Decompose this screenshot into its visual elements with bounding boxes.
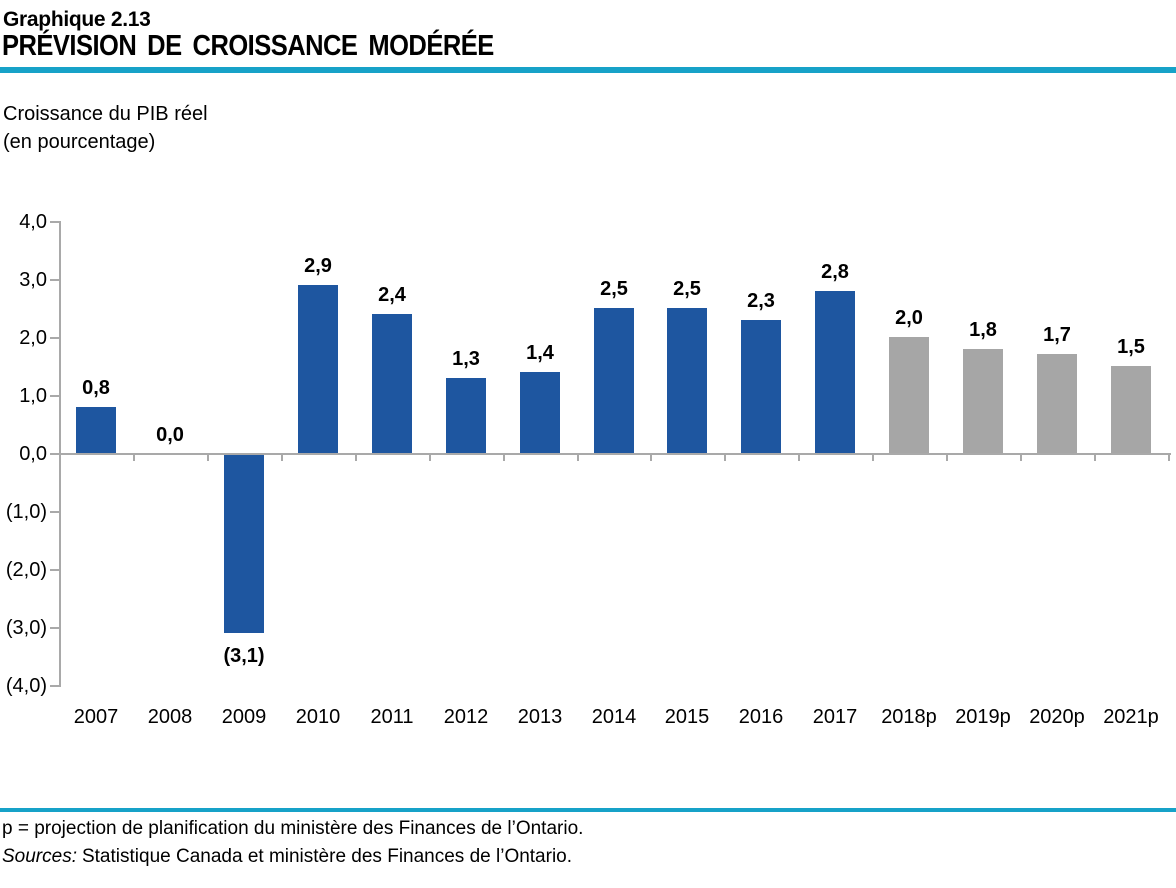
y-axis-label: (2,0) xyxy=(5,559,47,581)
x-axis-tick xyxy=(1094,455,1096,461)
bar-value-label: 0,8 xyxy=(82,377,110,399)
y-axis-tick xyxy=(50,395,61,397)
chart-number: Graphique 2.13 xyxy=(3,8,151,31)
y-axis-label: 0,0 xyxy=(19,443,47,465)
x-axis-category-label: 2021p xyxy=(1103,706,1159,728)
bar-value-label: 2,3 xyxy=(747,290,775,312)
y-axis-label: (4,0) xyxy=(5,675,47,697)
y-axis-tick xyxy=(50,337,61,339)
bar xyxy=(741,320,781,453)
y-axis-tick xyxy=(50,221,61,223)
bar xyxy=(1111,366,1151,453)
accent-rule-top xyxy=(0,67,1176,73)
x-axis-tick xyxy=(724,455,726,461)
x-axis-tick xyxy=(1020,455,1022,461)
x-axis-tick xyxy=(207,455,209,461)
x-axis-category-label: 2017 xyxy=(812,706,858,728)
x-axis-category-label: 2015 xyxy=(664,706,710,728)
bar xyxy=(372,314,412,453)
y-axis-tick xyxy=(50,685,61,687)
x-axis-tick xyxy=(798,455,800,461)
x-axis-category-label: 2010 xyxy=(295,706,341,728)
y-axis-tick xyxy=(50,627,61,629)
footnote-projection: p = projection de planification du minis… xyxy=(2,818,584,839)
y-axis-tick xyxy=(50,453,61,455)
y-axis-tick xyxy=(50,569,61,571)
y-axis-tick xyxy=(50,511,61,513)
bar-value-label: 1,5 xyxy=(1117,336,1145,358)
x-axis-tick xyxy=(355,455,357,461)
x-axis-category-label: 2011 xyxy=(370,706,414,728)
bar-value-label: 2,4 xyxy=(378,284,406,306)
bar-value-label: 2,5 xyxy=(600,278,628,300)
bar-value-label: 1,8 xyxy=(969,319,997,341)
y-axis-tick xyxy=(50,279,61,281)
x-axis-category-label: 2009 xyxy=(221,706,267,728)
bar-value-label: (3,1) xyxy=(223,645,265,667)
x-axis-category-label: 2013 xyxy=(517,706,563,728)
bar-value-label: 2,9 xyxy=(304,255,332,277)
page-title: PRÉVISION DE CROISSANCE MODÉRÉE xyxy=(2,30,494,62)
bar-value-label: 2,8 xyxy=(821,261,849,283)
x-axis-category-label: 2020p xyxy=(1029,706,1085,728)
bar-value-label: 2,5 xyxy=(673,278,701,300)
x-axis-tick xyxy=(577,455,579,461)
x-axis-tick xyxy=(1168,455,1170,461)
x-axis-category-label: 2014 xyxy=(591,706,637,728)
x-axis-tick xyxy=(59,455,61,461)
x-axis-category-label: 2018p xyxy=(881,706,937,728)
bar-value-label: 1,3 xyxy=(452,348,480,370)
x-axis-tick xyxy=(503,455,505,461)
x-axis-tick xyxy=(133,455,135,461)
axis-title-line1: Croissance du PIB réel xyxy=(3,103,208,125)
bar xyxy=(815,291,855,453)
bar-value-label: 1,7 xyxy=(1043,324,1071,346)
x-axis-tick xyxy=(872,455,874,461)
y-axis-label: 4,0 xyxy=(19,211,47,233)
bar xyxy=(1037,354,1077,453)
y-axis-label: 2,0 xyxy=(19,327,47,349)
x-axis-tick xyxy=(429,455,431,461)
sources-text: Statistique Canada et ministère des Fina… xyxy=(81,846,573,867)
bar xyxy=(298,285,338,453)
y-axis-label: (1,0) xyxy=(5,501,47,523)
y-axis-label: (3,0) xyxy=(5,617,47,639)
x-axis-tick xyxy=(650,455,652,461)
x-axis-category-label: 2008 xyxy=(147,706,193,728)
bar-value-label: 0,0 xyxy=(156,424,184,446)
accent-rule-bottom xyxy=(0,808,1176,812)
bar xyxy=(963,349,1003,453)
axis-title-line2: (en pourcentage) xyxy=(3,131,156,153)
y-axis-label: 1,0 xyxy=(19,385,47,407)
sources-label: Sources: xyxy=(2,846,77,867)
bar-value-label: 1,4 xyxy=(526,342,554,364)
bar xyxy=(667,308,707,453)
bar xyxy=(594,308,634,453)
bar xyxy=(889,337,929,453)
x-axis-category-label: 2019p xyxy=(955,706,1011,728)
bar xyxy=(520,372,560,453)
y-axis-label: 3,0 xyxy=(19,269,47,291)
bar xyxy=(76,407,116,453)
x-axis-category-label: 2007 xyxy=(73,706,119,728)
bar-negative xyxy=(224,455,264,633)
bar xyxy=(446,378,486,453)
sources-line: Sources: Statistique Canada et ministère … xyxy=(2,845,572,868)
x-axis-tick xyxy=(946,455,948,461)
x-axis-baseline xyxy=(59,453,1171,455)
x-axis-category-label: 2012 xyxy=(443,706,489,728)
x-axis-category-label: 2016 xyxy=(738,706,784,728)
bar-value-label: 2,0 xyxy=(895,307,923,329)
x-axis-tick xyxy=(281,455,283,461)
